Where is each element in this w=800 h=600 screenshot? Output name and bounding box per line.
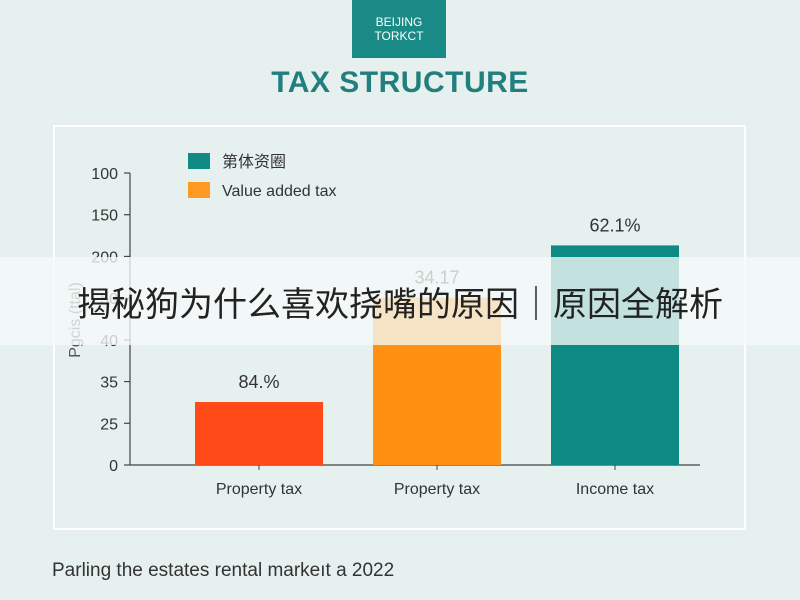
logo-line2: TORKCT [374,29,424,43]
overlay-text: 揭秘狗为什么喜欢挠嘴的原因｜原因全解析 [77,284,723,325]
y-tick-label: 25 [100,416,118,433]
chart-title: TAX STRUCTURE [271,66,529,99]
legend-swatch [188,153,210,169]
logo-line1: BEIJING [375,15,423,29]
y-tick-label: 35 [100,375,118,392]
legend-label: 第体资圈 [222,153,286,171]
data-label: 84.% [238,372,279,392]
overlay-banner: 揭秘狗为什么喜欢挠嘴的原因｜原因全解析 [0,257,800,345]
chart-caption: Parling the estates rental markeıt a 202… [52,560,395,581]
x-tick-label: Property tax [394,481,480,498]
data-label: 62.1% [589,215,640,235]
bar [195,402,323,465]
x-tick-label: Income tax [576,481,654,498]
y-tick-label: 0 [109,458,118,475]
legend-label: Value added tax [222,183,336,200]
y-tick-label: 100 [91,166,118,183]
legend-swatch [188,182,210,198]
logo: BEIJING TORKCT [352,0,446,58]
y-tick-label: 150 [91,208,118,225]
x-tick-label: Property tax [216,481,302,498]
